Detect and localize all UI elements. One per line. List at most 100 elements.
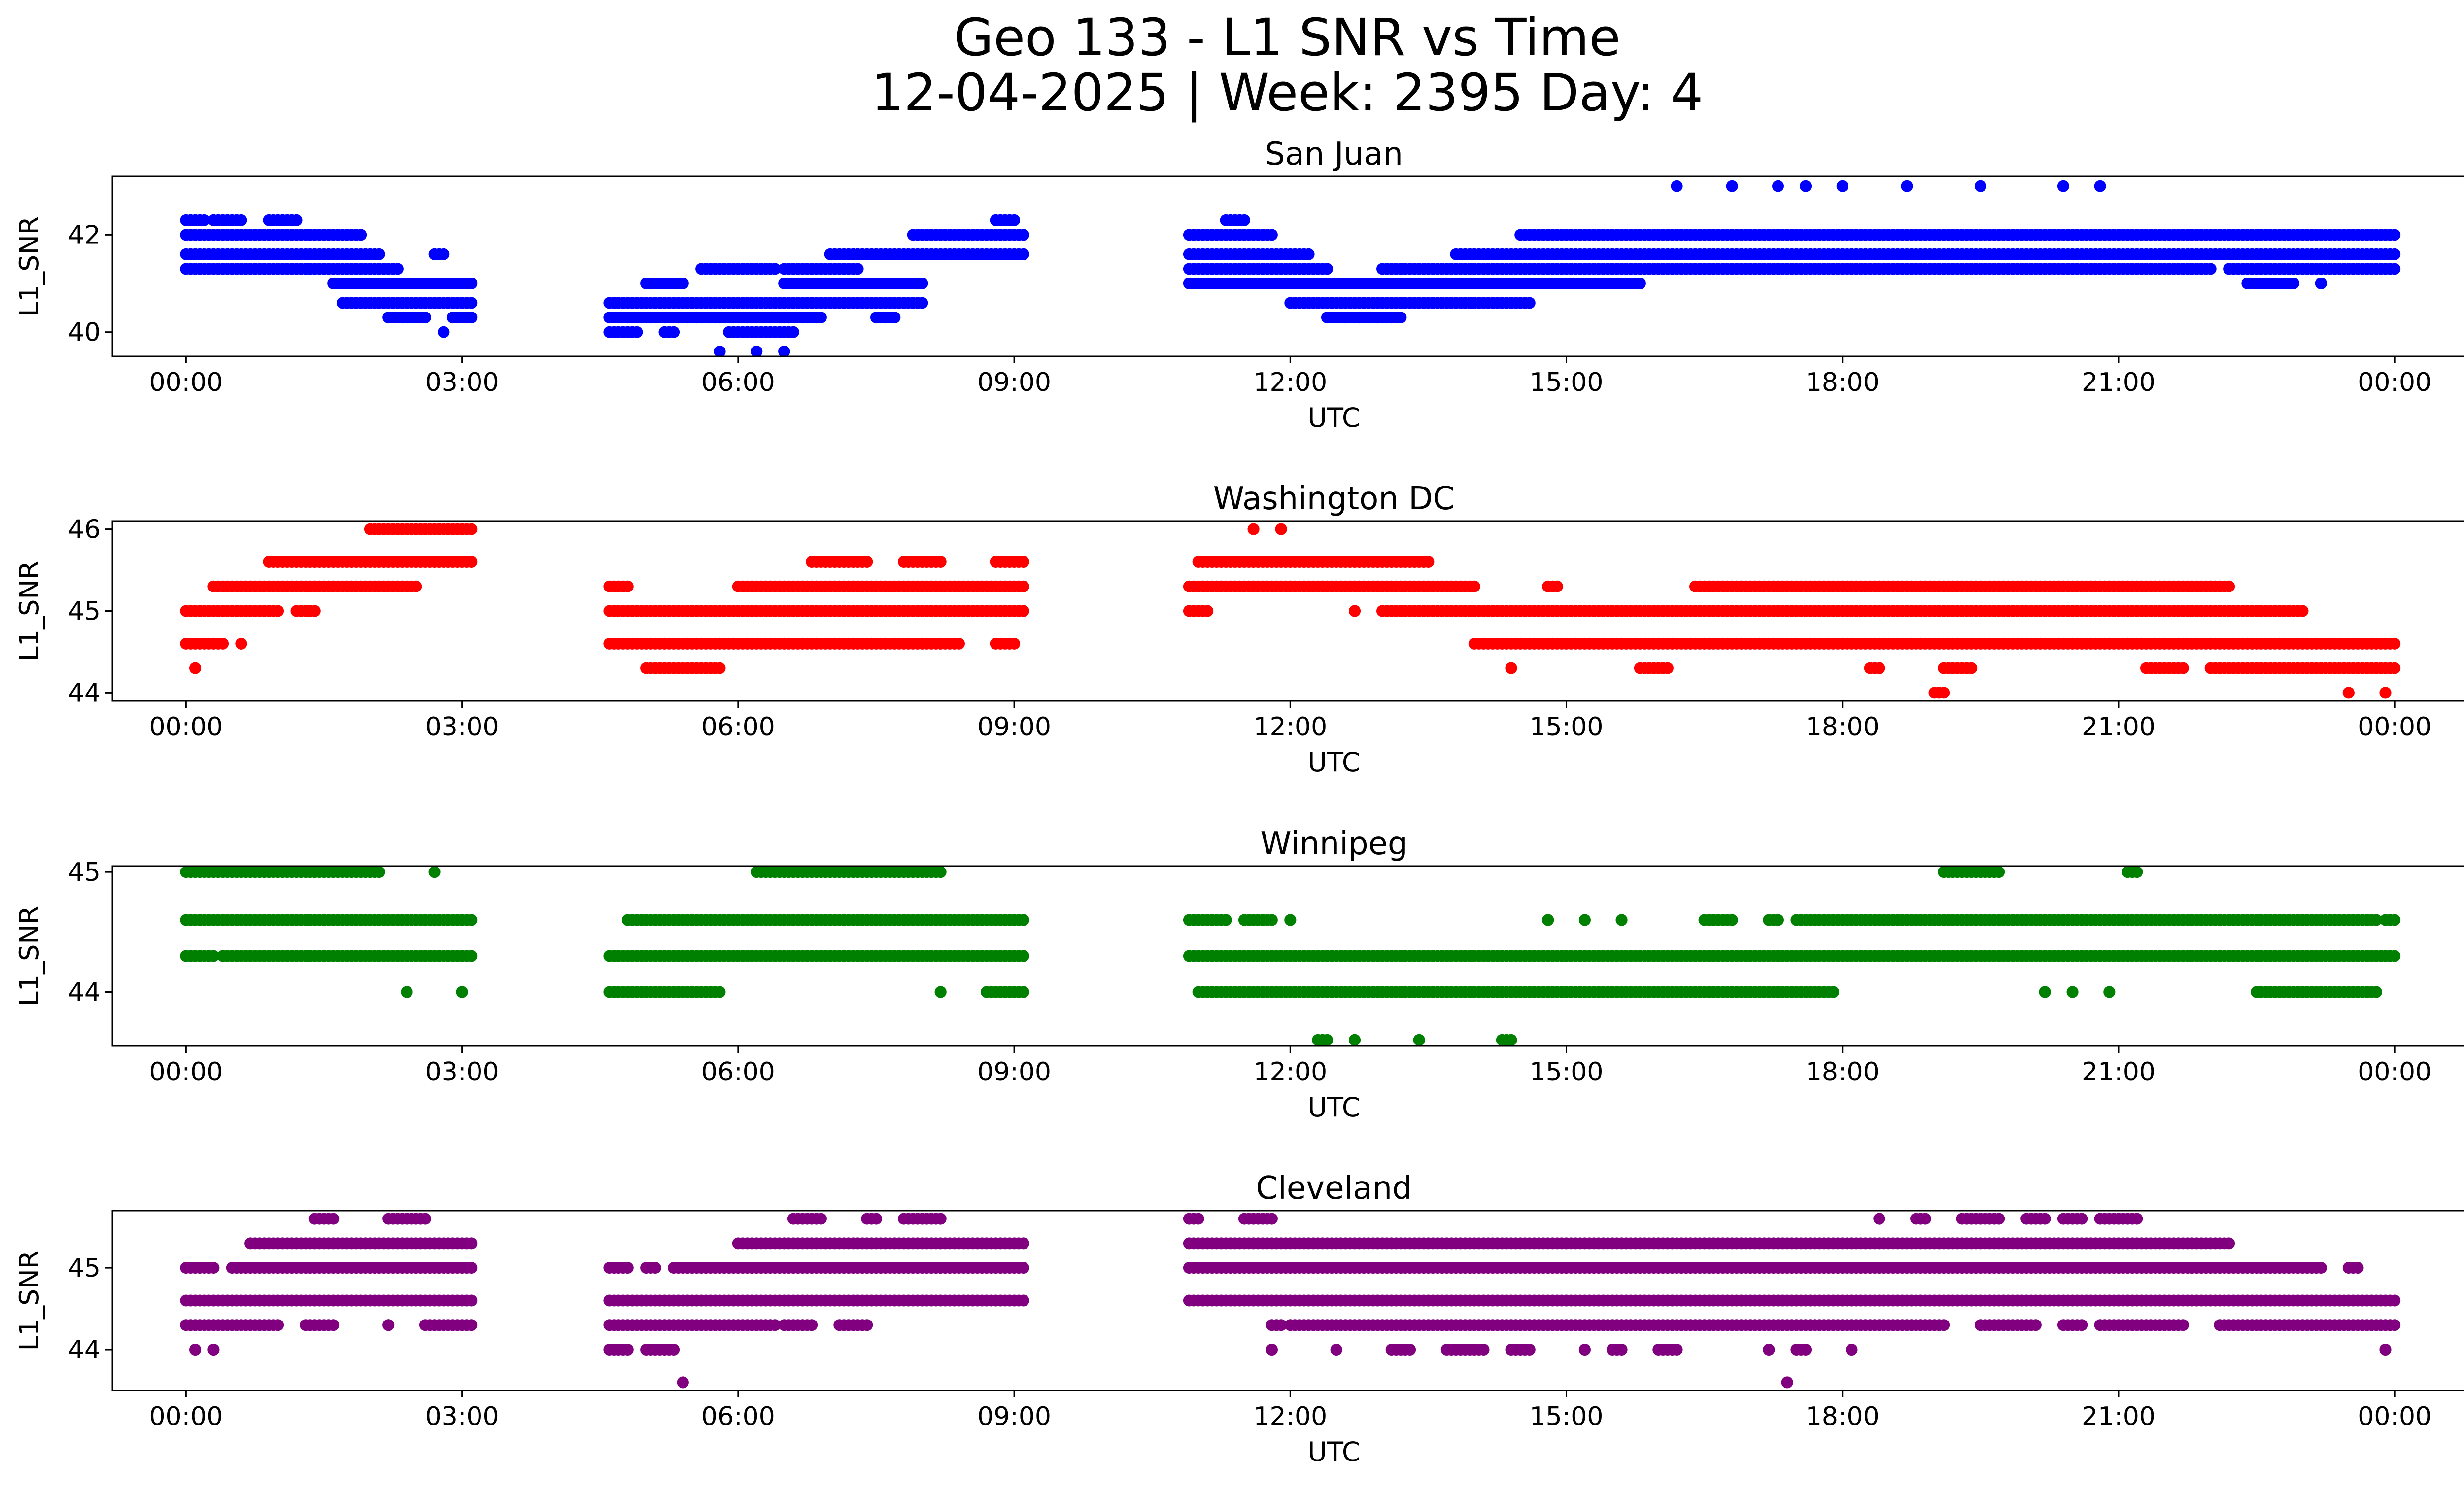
data-point	[1284, 914, 1297, 926]
data-point	[1266, 229, 1278, 241]
data-point	[272, 605, 284, 617]
data-point	[1634, 278, 1646, 289]
data-point	[861, 556, 873, 568]
chart-title-line1: Geo 133 - L1 SNR vs Time	[954, 7, 1620, 68]
data-points	[180, 1213, 2401, 1389]
x-tick-label: 06:00	[701, 712, 775, 742]
y-tick-label: 44	[68, 978, 101, 1008]
data-point	[2094, 180, 2106, 192]
data-point	[465, 556, 478, 568]
data-point	[1275, 523, 1287, 535]
x-axis-label: UTC	[1307, 402, 1360, 433]
data-point	[2389, 229, 2401, 241]
x-tick-label: 09:00	[977, 1057, 1051, 1087]
x-tick-label: 18:00	[1806, 712, 1880, 742]
data-point	[1551, 580, 1563, 592]
data-point	[1017, 914, 1029, 926]
data-point	[1266, 1213, 1278, 1225]
data-point	[1192, 1213, 1204, 1225]
x-axis-label: UTC	[1307, 747, 1360, 778]
data-point	[1008, 214, 1021, 226]
x-tick-label: 00:00	[149, 1057, 223, 1087]
y-axis-label: L1_SNR	[14, 906, 45, 1007]
data-point	[889, 312, 901, 324]
data-point	[621, 580, 634, 592]
data-point	[1726, 914, 1738, 926]
data-point	[465, 1262, 478, 1274]
x-tick-label: 21:00	[2082, 1057, 2156, 1087]
data-point	[1017, 229, 1029, 241]
data-point	[1800, 180, 1812, 192]
data-point	[272, 1319, 284, 1331]
chart-title-line2: 12-04-2025 | Week: 2395 Day: 4	[871, 63, 1703, 123]
data-point	[456, 986, 468, 998]
data-point	[207, 1262, 220, 1274]
data-point	[1017, 580, 1029, 592]
data-point	[1873, 662, 1885, 674]
data-point	[327, 1213, 340, 1225]
panel-title: Winnipeg	[1260, 826, 1407, 862]
data-points	[180, 180, 2401, 356]
data-point	[2103, 986, 2116, 998]
data-point	[2389, 1294, 2401, 1307]
data-point	[1873, 1213, 1885, 1225]
x-axis-label: UTC	[1307, 1092, 1360, 1123]
data-point	[207, 950, 220, 962]
data-point	[419, 1213, 431, 1225]
data-point	[621, 1262, 634, 1274]
data-point	[1505, 1034, 1517, 1046]
data-point	[1422, 556, 1435, 568]
data-point	[2389, 263, 2401, 275]
data-point	[1349, 605, 1361, 617]
data-points	[180, 523, 2401, 699]
x-tick-label: 18:00	[1806, 1057, 1880, 1087]
data-point	[1938, 687, 1950, 699]
data-point	[438, 326, 450, 338]
data-point	[2342, 687, 2355, 699]
data-point	[391, 263, 404, 275]
data-point	[934, 866, 947, 878]
data-point	[189, 662, 202, 674]
data-point	[465, 914, 478, 926]
y-tick-label: 42	[68, 220, 101, 250]
data-point	[1220, 914, 1232, 926]
data-point	[1017, 1294, 1029, 1307]
x-tick-label: 12:00	[1253, 712, 1327, 742]
x-tick-label: 09:00	[977, 712, 1051, 742]
data-point	[2315, 278, 2327, 289]
y-tick-label: 45	[68, 858, 101, 887]
data-point	[2389, 662, 2401, 674]
data-point	[1017, 556, 1029, 568]
data-point	[1302, 248, 1315, 260]
data-points	[180, 866, 2401, 1046]
x-tick-label: 15:00	[1530, 368, 1604, 397]
data-point	[2379, 687, 2392, 699]
data-point	[1201, 605, 1214, 617]
data-point	[1993, 866, 2005, 878]
data-point	[714, 986, 726, 998]
data-point	[916, 297, 928, 309]
data-point	[217, 637, 229, 650]
data-point	[1901, 180, 1913, 192]
data-point	[373, 248, 385, 260]
data-point	[787, 326, 799, 338]
y-axis-label: L1_SNR	[14, 561, 45, 661]
data-point	[631, 326, 643, 338]
data-point	[2315, 1262, 2327, 1274]
data-point	[1919, 1213, 1931, 1225]
data-point	[769, 263, 781, 275]
data-point	[327, 1319, 340, 1331]
data-point	[815, 312, 827, 324]
data-point	[2370, 986, 2382, 998]
data-point	[714, 346, 726, 356]
x-tick-label: 15:00	[1530, 1057, 1604, 1087]
x-tick-label: 03:00	[425, 368, 499, 397]
data-point	[2076, 1213, 2088, 1225]
data-point	[410, 580, 422, 592]
data-point	[428, 866, 441, 878]
panel-title: Washington DC	[1213, 481, 1455, 517]
data-point	[934, 1213, 947, 1225]
data-point	[1468, 580, 1480, 592]
